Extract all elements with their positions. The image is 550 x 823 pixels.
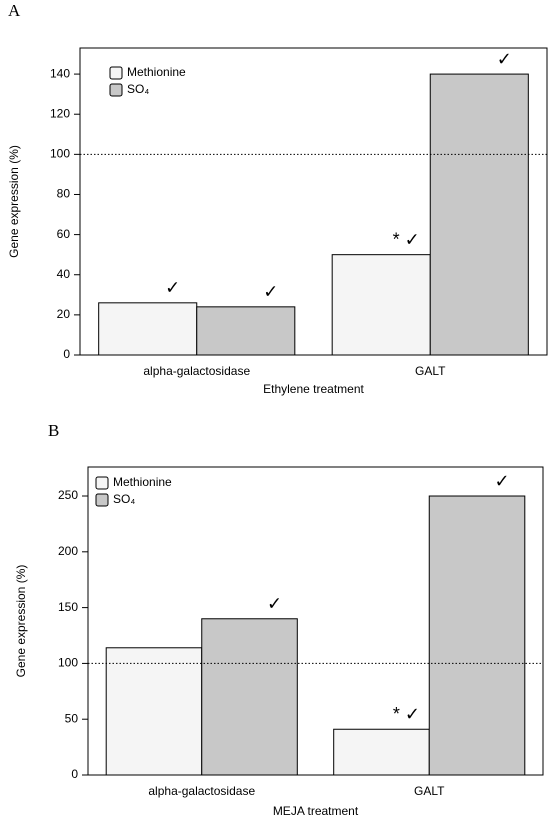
legend-label: SO₄ bbox=[113, 492, 135, 506]
bar-annotation: * ✓ bbox=[393, 229, 420, 249]
legend-swatch bbox=[109, 83, 123, 97]
y-tick-label: 100 bbox=[58, 656, 78, 670]
plot-frame bbox=[79, 47, 548, 356]
legend-swatch bbox=[109, 66, 123, 80]
bar-annotation: ✓ bbox=[263, 282, 278, 302]
legend-label: Methionine bbox=[127, 65, 186, 79]
plot-frame bbox=[87, 466, 544, 776]
bar-annotation: ✓ bbox=[494, 471, 509, 491]
bar bbox=[201, 618, 298, 776]
y-tick-label: 80 bbox=[57, 187, 71, 201]
bar bbox=[105, 647, 203, 776]
x-tick-label: alpha-galactosidase bbox=[143, 364, 250, 378]
panel-label: A bbox=[8, 1, 21, 20]
bar bbox=[429, 73, 529, 356]
y-tick-label: 0 bbox=[63, 347, 70, 361]
y-tick-label: 50 bbox=[65, 711, 79, 725]
y-tick-label: 120 bbox=[50, 106, 70, 120]
y-axis-label: Gene expression (%) bbox=[14, 565, 28, 678]
bar-annotation: ✓ bbox=[267, 594, 282, 614]
bar bbox=[428, 495, 526, 776]
bar bbox=[196, 306, 296, 356]
y-tick-label: 150 bbox=[58, 600, 78, 614]
legend-swatch bbox=[95, 493, 109, 507]
bar-annotation: ✓ bbox=[165, 278, 180, 298]
x-axis-label: Ethylene treatment bbox=[263, 382, 364, 396]
x-tick-label: GALT bbox=[415, 364, 446, 378]
y-tick-label: 20 bbox=[57, 307, 71, 321]
x-tick-label: alpha-galactosidase bbox=[148, 784, 255, 798]
y-tick-label: 200 bbox=[58, 544, 78, 558]
bar bbox=[331, 254, 431, 356]
bar-annotation: * ✓ bbox=[393, 704, 420, 724]
legend-swatch bbox=[95, 476, 109, 490]
y-tick-label: 60 bbox=[57, 227, 71, 241]
bar bbox=[98, 302, 198, 356]
bar-annotation: ✓ bbox=[497, 49, 512, 69]
legend-label: SO₄ bbox=[127, 82, 149, 96]
y-tick-label: 40 bbox=[57, 267, 71, 281]
x-axis-label: MEJA treatment bbox=[273, 804, 359, 818]
y-tick-label: 140 bbox=[50, 66, 70, 80]
x-tick-label: GALT bbox=[414, 784, 445, 798]
y-tick-label: 100 bbox=[50, 147, 70, 161]
legend-label: Methionine bbox=[113, 475, 172, 489]
y-tick-label: 250 bbox=[58, 488, 78, 502]
y-axis-label: Gene expression (%) bbox=[7, 145, 21, 258]
y-tick-label: 0 bbox=[71, 767, 78, 781]
bar bbox=[333, 728, 430, 776]
panel-label: B bbox=[48, 421, 59, 440]
